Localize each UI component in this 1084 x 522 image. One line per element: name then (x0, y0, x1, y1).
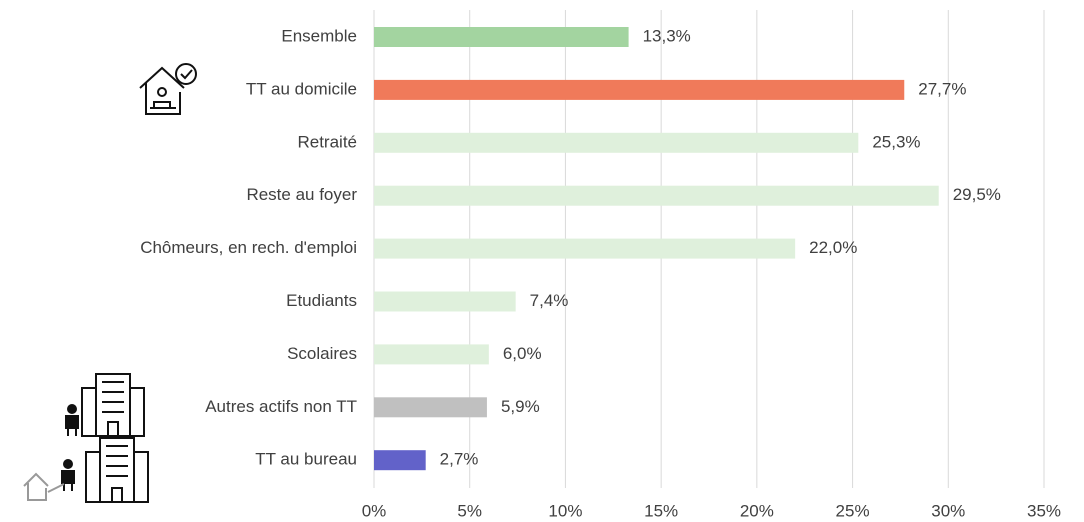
y-tick-label: TT au domicile (246, 79, 357, 98)
bar (374, 238, 796, 259)
x-tick-label: 5% (457, 501, 482, 520)
value-label: 22,0% (809, 238, 857, 257)
bar (374, 397, 487, 418)
value-label: 5,9% (501, 397, 540, 416)
value-label: 27,7% (918, 79, 966, 98)
x-tick-label: 0% (362, 501, 387, 520)
bar (374, 450, 426, 471)
x-tick-label: 20% (740, 501, 774, 520)
x-tick-label: 15% (644, 501, 678, 520)
value-label: 25,3% (872, 132, 920, 151)
y-tick-label: Ensemble (281, 26, 357, 45)
bar (374, 132, 859, 153)
x-tick-label: 30% (931, 501, 965, 520)
x-tick-label: 35% (1027, 501, 1061, 520)
y-tick-label: Reste au foyer (246, 185, 357, 204)
home-icon (139, 63, 197, 115)
x-tick-label: 25% (836, 501, 870, 520)
bar (374, 185, 939, 206)
y-tick-label: Retraité (297, 132, 357, 151)
value-label: 6,0% (503, 344, 542, 363)
y-tick-label: Autres actifs non TT (205, 397, 357, 416)
bar (374, 291, 516, 312)
y-tick-label: Chômeurs, en rech. d'emploi (140, 238, 357, 257)
bar (374, 344, 489, 365)
value-label: 7,4% (530, 291, 569, 310)
y-tick-label: Etudiants (286, 291, 357, 310)
value-label: 2,7% (440, 450, 479, 469)
y-tick-label: TT au bureau (255, 450, 357, 469)
x-tick-label: 10% (548, 501, 582, 520)
value-label: 13,3% (643, 26, 691, 45)
value-label: 29,5% (953, 185, 1001, 204)
bar (374, 79, 905, 100)
office-icon (65, 373, 145, 437)
commute-icon (23, 437, 149, 503)
y-tick-label: Scolaires (287, 344, 357, 363)
bar (374, 27, 629, 47)
